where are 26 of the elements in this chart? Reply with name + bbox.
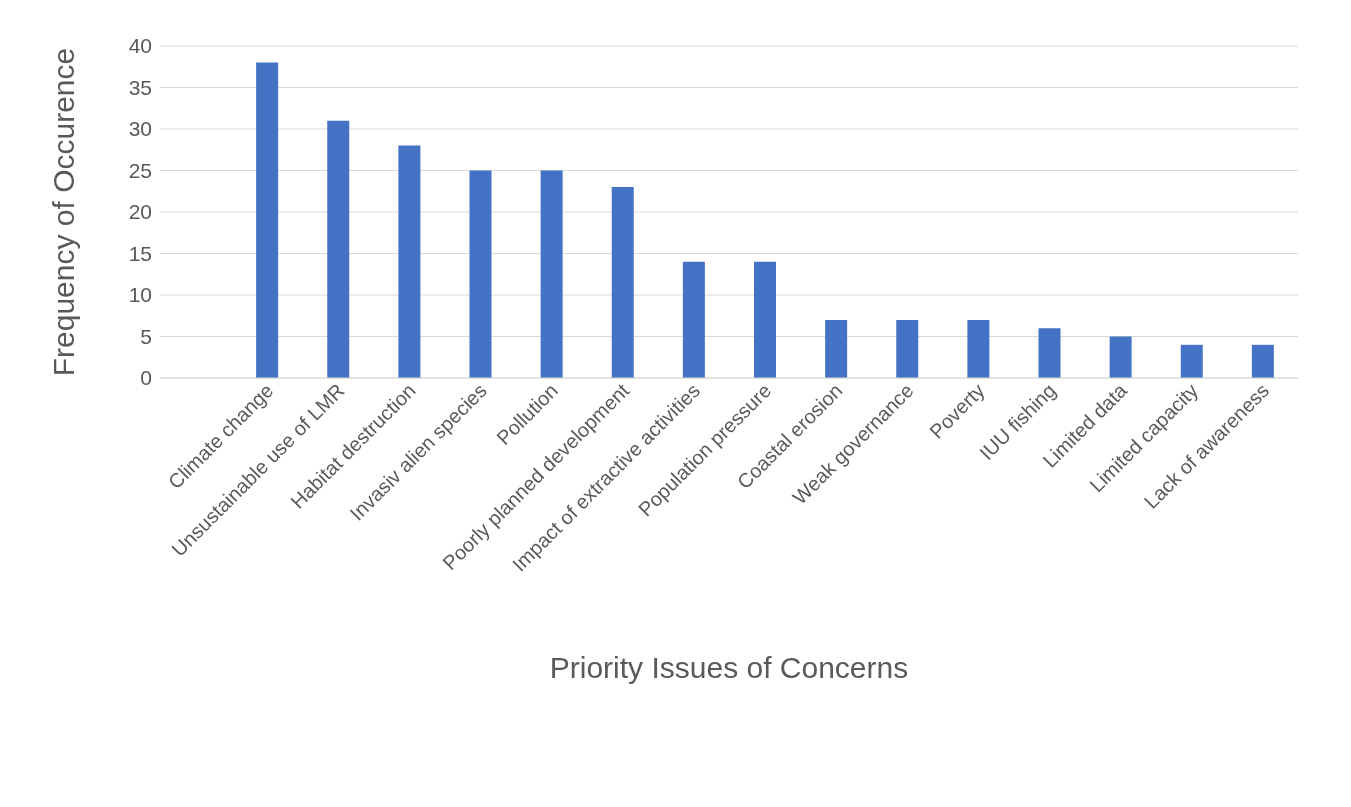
y-tick-label: 10 bbox=[128, 283, 152, 307]
y-tick-label: 40 bbox=[128, 34, 152, 58]
bar bbox=[1251, 344, 1274, 378]
bar bbox=[682, 261, 705, 378]
y-tick-label: 20 bbox=[128, 200, 152, 224]
bar bbox=[469, 170, 492, 378]
bar bbox=[967, 319, 990, 378]
y-tick-label: 15 bbox=[128, 241, 152, 265]
bar bbox=[611, 187, 634, 378]
bar bbox=[540, 170, 563, 378]
bar bbox=[1038, 328, 1061, 378]
bar bbox=[754, 261, 776, 378]
y-tick-label: 25 bbox=[128, 158, 152, 182]
y-tick-label: 30 bbox=[128, 117, 152, 141]
y-tick-label: 0 bbox=[140, 366, 152, 390]
y-axis-title: Frequency of Occurence bbox=[46, 47, 80, 377]
bar bbox=[327, 120, 350, 378]
y-tick-label: 5 bbox=[140, 324, 152, 348]
bar bbox=[825, 319, 848, 378]
bar bbox=[896, 319, 919, 378]
bar bbox=[398, 145, 421, 378]
y-tick-label: 35 bbox=[128, 75, 152, 99]
bar bbox=[1180, 344, 1203, 378]
x-axis-title: Priority Issues of Concerns bbox=[549, 651, 909, 684]
bar bbox=[1109, 336, 1132, 378]
bar bbox=[256, 62, 279, 378]
